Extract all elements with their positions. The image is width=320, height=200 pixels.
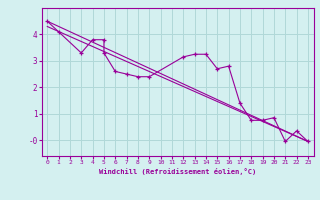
X-axis label: Windchill (Refroidissement éolien,°C): Windchill (Refroidissement éolien,°C) xyxy=(99,168,256,175)
